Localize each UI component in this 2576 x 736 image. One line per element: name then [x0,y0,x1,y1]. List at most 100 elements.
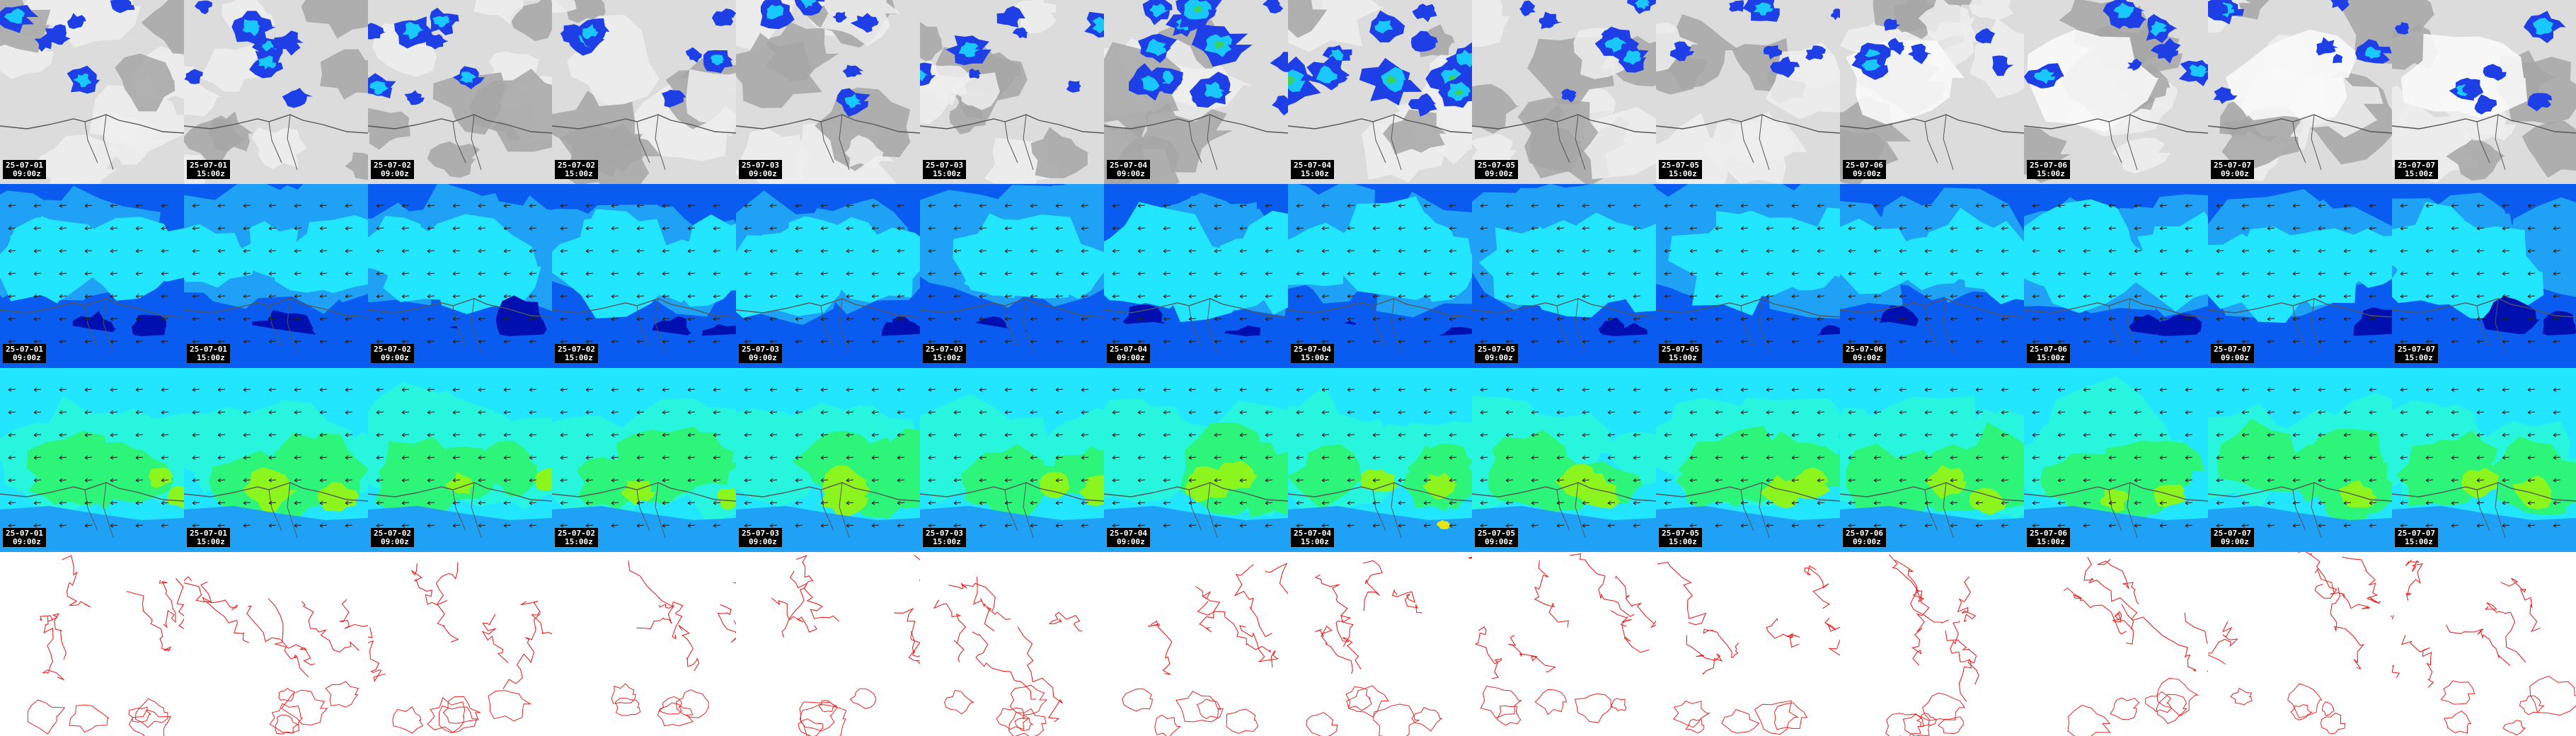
wind-arrow [1112,271,1120,276]
isoline [39,613,67,660]
wind-arrow [1188,271,1197,276]
wind-arrow [1112,432,1120,437]
isoline [933,599,967,662]
wind-arrow [2318,478,2326,483]
isoline-background [2208,552,2392,736]
rain-cell [2462,79,2484,98]
wind-arrow [1398,248,1406,253]
wind-arrow [427,339,435,344]
wind-arrow [662,203,670,208]
wind-arrow [1296,248,1304,253]
wind-arrow [2318,500,2326,505]
wind-arrow [1112,226,1120,231]
wind-arrow [2318,203,2326,208]
rain-cell [1012,27,1028,39]
wind-arrow [110,294,118,299]
wind-arrow [135,316,144,321]
wind-arrow [2108,248,2117,253]
wind-arrow [1137,203,1146,208]
wind-arrow [769,271,778,276]
wind-arrow [33,432,42,437]
coastline [1840,114,2024,134]
wind-arrow [135,248,144,253]
wind-arrow [871,271,880,276]
wind-arrow [846,455,854,460]
wind-arrow [84,316,93,321]
wind-arrow [2057,455,2066,460]
wind-arrow [2343,387,2352,392]
isoline-loop [1008,708,1047,736]
wind-arrow [897,478,905,483]
wind-arrow [2267,387,2275,392]
map-panel-red-isolines [2208,552,2392,736]
isoline-loop [442,696,481,724]
wind-arrow [744,316,752,321]
wind-arrow [1664,316,1672,321]
wind-arrow [319,226,328,231]
wind-arrow [1112,455,1120,460]
isoline-loop [427,696,466,733]
wind-arrow [928,316,936,321]
wind-arrow [2400,271,2408,276]
timestamp-label: 25-07-01 09:00z [3,160,46,179]
lower-band [2208,506,2392,552]
wind-arrow [1873,500,1882,505]
timestamp-time: 15:00z [1301,353,1329,362]
wind-arrow [478,316,486,321]
wind-arrow [1975,387,1984,392]
isoline-loop [2156,694,2187,725]
map-panel-red-isolines [2392,552,2576,736]
wind-arrow [636,294,645,299]
wind-arrow [846,432,854,437]
wind-arrow [1214,226,1222,231]
wind-arrow [529,294,537,299]
wind-arrow [2185,410,2193,415]
field-band [1104,406,1187,492]
wind-arrow [662,410,670,415]
wind-arrow [110,226,118,231]
wind-arrow [1817,432,1825,437]
wind-arrow [161,432,169,437]
wind-arrow [1398,271,1406,276]
wind-arrow [59,432,67,437]
rain-cell-core [1861,59,1882,71]
wind-arrow [1372,523,1381,528]
wind-arrow [1296,455,1304,460]
cloud-patch [844,134,885,168]
timestamp-label: 25-07-04 15:00z [1291,528,1334,547]
wind-arrow [2553,432,2561,437]
isoline [1017,626,1063,723]
wind-arrow [1347,500,1355,505]
isoline-loop [392,706,424,734]
wind-arrow [1715,387,1723,392]
isoline-loop [1480,685,1522,719]
wind-arrow [1607,203,1616,208]
wind-arrow [2451,339,2459,344]
wind-arrow [2241,339,2250,344]
cloud-patch [301,0,368,39]
wind-arrow [1214,248,1222,253]
wind-arrow [1740,478,1749,483]
map-panel-precipitation: 25-07-01 15:00z [184,0,368,184]
isoline-loop [2443,710,2472,734]
wind-arrow [2032,455,2040,460]
wind-arrow [2318,523,2326,528]
wind-arrow [1740,248,1749,253]
map-image [552,552,736,736]
border-line [1004,114,1034,171]
wind-arrow [1664,294,1672,299]
wind-arrow [1950,316,1958,321]
border-line [1188,482,1218,539]
wind-arrow [662,271,670,276]
wind-arrow [1112,316,1120,321]
wind-arrow [2527,387,2536,392]
wind-arrow [1423,203,1432,208]
wind-arrow [1239,271,1248,276]
wind-arrow [1715,478,1723,483]
isoline [1534,560,1569,628]
wind-arrow [636,226,645,231]
wind-arrow [1423,294,1432,299]
wind-arrow [1055,455,1064,460]
wind-arrow [1296,387,1304,392]
wind-arrow [1163,271,1171,276]
